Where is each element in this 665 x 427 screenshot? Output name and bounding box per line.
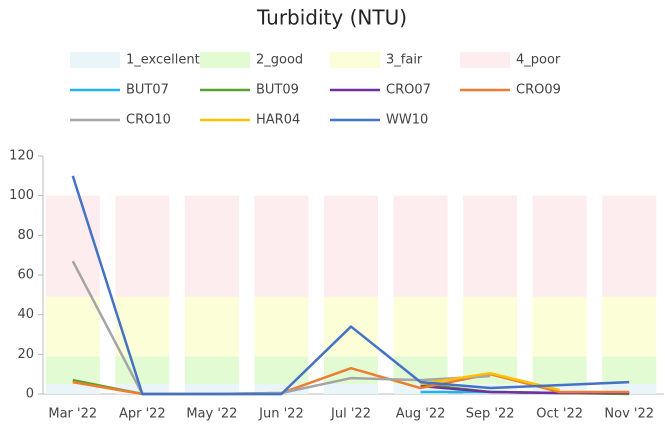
x-tick-label: Oct '22 [536, 407, 583, 422]
legend-label: BUT09 [256, 83, 299, 98]
bar-segment [532, 195, 587, 297]
legend-label: HAR04 [256, 113, 300, 128]
y-tick-label: 80 [17, 228, 34, 243]
legend-swatch [200, 52, 250, 68]
legend-swatch [330, 52, 380, 68]
bar-segment [324, 195, 378, 297]
legend-label: WW10 [386, 113, 428, 128]
bar-segment [115, 296, 170, 357]
bar-segment [115, 384, 170, 394]
x-tick-label: Jul '22 [330, 407, 371, 422]
bar-segment [45, 356, 100, 385]
bar-segment [254, 384, 309, 394]
x-tick-label: Nov '22 [604, 407, 654, 422]
bar-segment [45, 296, 100, 357]
bar-segment [532, 356, 587, 385]
bar-segment [45, 195, 100, 297]
bar-segment [463, 195, 518, 297]
legend-label: CRO10 [126, 113, 171, 128]
bar-segment [393, 296, 448, 357]
legend-label: 2_good [256, 53, 303, 68]
y-tick-label: 40 [17, 307, 34, 322]
y-tick-label: 100 [9, 188, 34, 203]
bar-segment [184, 195, 239, 297]
y-tick-label: 120 [9, 149, 34, 164]
bar-segment [184, 356, 239, 385]
y-tick-label: 20 [17, 347, 34, 362]
bar-segment [324, 384, 378, 394]
bar-segment [45, 384, 100, 394]
bar-segment [184, 296, 239, 357]
legend-label: 3_fair [386, 53, 423, 68]
bar-segment [532, 296, 587, 357]
x-tick-label: Sep '22 [466, 407, 515, 422]
legend-label: BUT07 [126, 83, 169, 98]
bar-segment [602, 356, 657, 385]
legend-label: 4_poor [516, 53, 561, 68]
x-tick-label: May '22 [186, 407, 237, 422]
legend-swatch [460, 52, 510, 68]
x-tick-label: Aug '22 [396, 407, 446, 422]
legend-swatch [70, 52, 120, 68]
bar-segment [254, 296, 309, 357]
bar-segment [463, 296, 518, 357]
bar-segment [254, 356, 309, 385]
legend-label: CRO07 [386, 83, 431, 98]
bar-segment [184, 384, 239, 394]
legend-label: CRO09 [516, 83, 561, 98]
x-tick-label: Jun '22 [258, 407, 304, 422]
bar-segment [254, 195, 309, 297]
bar-segment [115, 195, 170, 297]
line-series [71, 175, 630, 396]
y-tick-label: 0 [26, 387, 34, 402]
line-series [420, 371, 560, 392]
y-tick-label: 60 [17, 268, 34, 283]
bar-segment [602, 296, 657, 357]
legend-label: 1_excellent [126, 53, 200, 68]
x-tick-label: Mar '22 [48, 407, 97, 422]
bar-segment [393, 195, 448, 297]
bar-segment [602, 384, 657, 394]
bar-segment [602, 195, 657, 297]
x-tick-label: Apr '22 [119, 407, 166, 422]
chart-title: Turbidity (NTU) [256, 6, 407, 30]
